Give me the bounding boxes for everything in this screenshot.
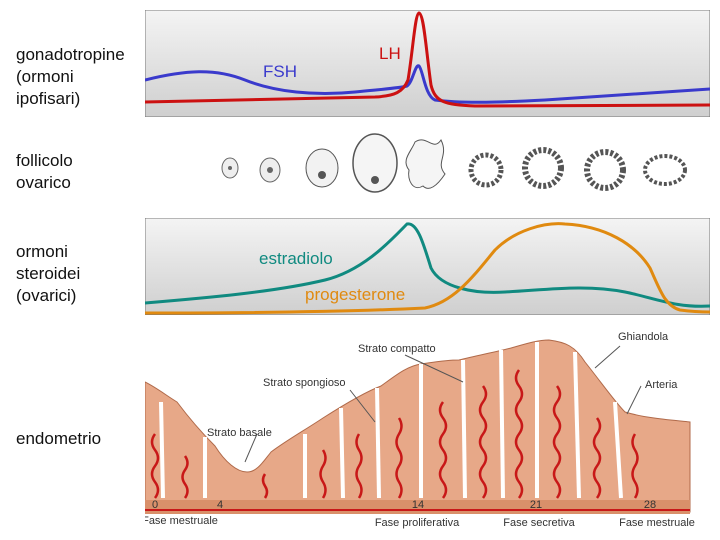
artery (631, 433, 639, 499)
label-basal: Strato basale (207, 427, 272, 439)
spiral-arteries (145, 369, 690, 511)
label-follicle: follicolo ovarico (16, 150, 73, 194)
artery (592, 417, 602, 499)
follicle-row (145, 130, 710, 200)
corpus-albicans (643, 154, 687, 186)
label-gland: Ghiandola (618, 331, 669, 343)
label-gonadotropins: gonadotropine (ormoni ipofisari) (16, 44, 125, 110)
gonadotropin-chart (145, 10, 710, 117)
label-endometrium: endometrio (16, 428, 101, 450)
gland (339, 407, 345, 499)
label-line: ovarico (16, 173, 71, 192)
follicle-antral (352, 133, 398, 193)
phase-label: Fase proliferativa (375, 517, 460, 529)
artery (514, 369, 524, 499)
corpus-luteum-mid (522, 147, 564, 189)
day-tick: 14 (412, 499, 424, 511)
label-line: ormoni (16, 242, 68, 261)
gonadotropin-panel: FSH LH (145, 10, 710, 117)
artery (395, 417, 403, 499)
chart-background (145, 218, 710, 315)
phase-label: Fase secretiva (503, 517, 575, 529)
progesterone-curve (145, 222, 710, 315)
corpus-luteum-early (468, 152, 504, 188)
follicle-stages (221, 133, 687, 193)
endometrium-panel: Strato compatto Strato spongioso Strato … (145, 322, 710, 540)
lh-label: LH (379, 44, 401, 63)
corpus-luteum-full (584, 149, 626, 191)
artery (438, 401, 448, 499)
leader-lines (244, 345, 642, 463)
artery (478, 385, 488, 499)
steroid-chart (145, 218, 710, 315)
follicle-primordial (221, 157, 239, 179)
gland (461, 359, 467, 499)
phase-label: Fase mestruale (619, 517, 695, 529)
label-artery: Arteria (645, 379, 678, 391)
day-tick: 28 (644, 499, 656, 511)
artery (319, 449, 327, 499)
glands (159, 342, 623, 499)
gland (573, 351, 581, 499)
leader-line (404, 354, 464, 383)
label-line: gonadotropine (16, 45, 125, 64)
artery (355, 433, 363, 499)
gland (613, 401, 623, 499)
leader-line (626, 385, 642, 415)
artery (150, 433, 160, 499)
steroid-panel: estradiolo progesterone (145, 218, 710, 315)
label-line: steroidei (16, 264, 81, 283)
lh-curve (145, 11, 710, 108)
day-tick: 0 (152, 499, 158, 511)
gland (499, 349, 505, 499)
follicle-secondary (305, 148, 339, 188)
endometrium-tissue (145, 339, 691, 513)
artery (552, 385, 562, 499)
label-line: (ormoni (16, 67, 74, 86)
phase-label: Fase mestruale (145, 515, 218, 527)
gland (159, 401, 165, 499)
leader-line (349, 389, 376, 423)
fsh-curve (145, 64, 710, 104)
label-line: endometrio (16, 429, 102, 448)
leader-line (244, 433, 258, 463)
endometrium-illustration: Strato compatto Strato spongioso Strato … (145, 331, 695, 529)
label-line: (ovarici) (16, 286, 77, 305)
label-line: follicolo (16, 151, 73, 170)
follicle-ovulation (405, 139, 446, 189)
artery (181, 455, 189, 499)
day-tick: 4 (217, 499, 223, 511)
label-compact: Strato compatto (358, 343, 436, 355)
label-steroids: ormoni steroidei (ovarici) (16, 241, 80, 307)
label-spongy: Strato spongioso (263, 377, 346, 389)
leader-line (594, 345, 621, 369)
progesterone-label: progesterone (305, 285, 406, 304)
estradiol-curve (145, 222, 710, 308)
gland (375, 387, 381, 499)
day-tick: 21 (530, 499, 542, 511)
follicle-primary (259, 157, 281, 183)
fsh-label: FSH (263, 62, 297, 81)
label-line: ipofisari) (16, 89, 81, 108)
artery (261, 473, 269, 499)
estradiol-label: estradiolo (259, 249, 333, 268)
